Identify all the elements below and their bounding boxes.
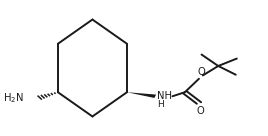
Text: O: O (198, 67, 205, 77)
Polygon shape (127, 92, 156, 98)
Text: NH: NH (157, 91, 172, 101)
Text: H$_2$N: H$_2$N (3, 91, 24, 104)
Text: O: O (196, 106, 204, 116)
Text: H: H (157, 100, 164, 109)
